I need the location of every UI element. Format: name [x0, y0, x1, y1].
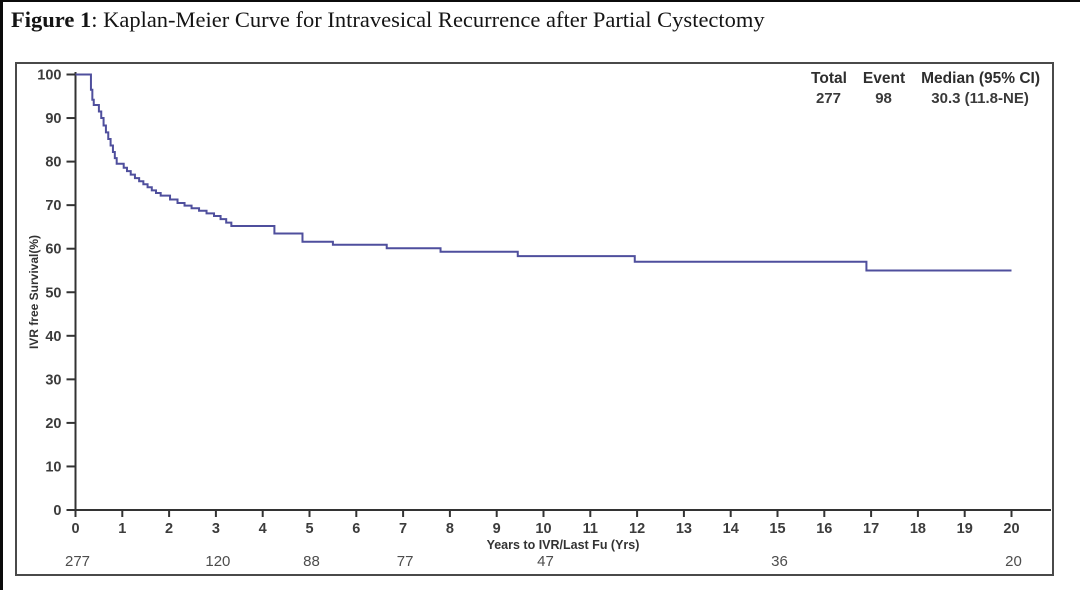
- summary-value-row: 277 98 30.3 (11.8-NE): [795, 89, 1040, 108]
- figure-number: Figure 1: [11, 7, 92, 32]
- at-risk-count: 20: [1005, 553, 1022, 570]
- summary-value-total: 277: [815, 90, 841, 107]
- at-risk-count: 77: [396, 553, 414, 570]
- summary-header-total: Total: [811, 70, 847, 87]
- summary-header-row: Total Event Median (95% CI): [795, 70, 1040, 89]
- figure-caption-text: : Kaplan-Meier Curve for Intravesical Re…: [91, 7, 765, 32]
- summary-header-median: Median (95% CI): [921, 70, 1040, 87]
- figure-caption: Figure 1: Kaplan-Meier Curve for Intrave…: [11, 7, 765, 33]
- at-risk-count: 277: [64, 553, 91, 570]
- summary-value-median: 30.3 (11.8-NE): [931, 90, 1029, 107]
- at-risk-count: 88: [303, 553, 320, 570]
- summary-header-event: Event: [862, 70, 906, 87]
- summary-value-event: 98: [875, 90, 892, 107]
- y-axis-label: IVR free Survival(%): [27, 234, 41, 350]
- at-risk-count: 47: [537, 553, 554, 570]
- at-risk-count: 36: [771, 553, 788, 570]
- plot-frame: [15, 62, 1054, 576]
- at-risk-count: 120: [205, 553, 231, 570]
- x-axis-label: Years to IVR/Last Fu (Yrs): [486, 538, 640, 552]
- summary-table: Total Event Median (95% CI) 277 98 30.3 …: [795, 70, 1040, 108]
